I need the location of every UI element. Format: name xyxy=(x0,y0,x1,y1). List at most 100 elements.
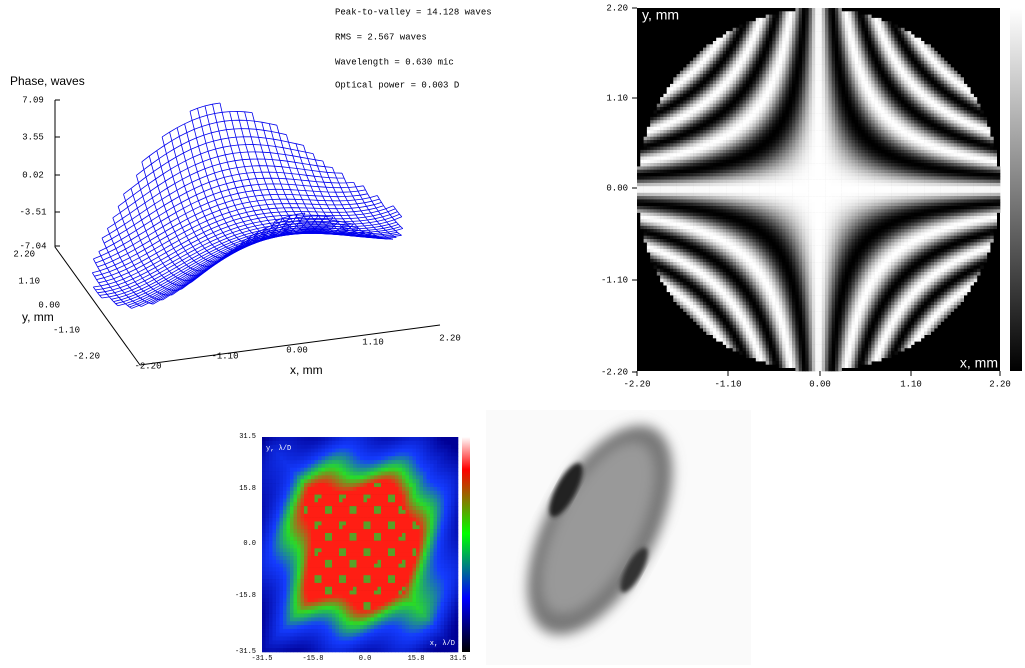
fringe-cell xyxy=(769,17,773,22)
fringe-cell xyxy=(821,17,826,22)
fringe-cell xyxy=(716,146,720,151)
fringe-cell xyxy=(785,357,790,362)
fringe-cell xyxy=(805,159,809,164)
fringe-cell xyxy=(650,123,654,128)
fringe-cell xyxy=(689,140,694,144)
fringe-cell xyxy=(646,136,651,141)
fringe-cell xyxy=(689,225,694,230)
fringe-cell xyxy=(729,331,733,335)
fringe-cell xyxy=(785,87,790,91)
fringe-cell xyxy=(716,182,720,187)
fringe-cell xyxy=(805,196,809,200)
fringe-cell xyxy=(811,229,816,233)
fringe-cell xyxy=(643,173,648,177)
wireframe-line xyxy=(219,102,306,237)
fringe-cell xyxy=(706,123,710,128)
fringe-cell xyxy=(798,318,803,322)
fringe-cell xyxy=(782,252,786,256)
fringe-cell xyxy=(670,199,674,203)
fringe-cell xyxy=(703,189,707,194)
fringe-cell xyxy=(739,219,743,223)
fringe-cell xyxy=(673,199,677,203)
fringe-cell xyxy=(699,239,704,243)
fringe-cell xyxy=(752,295,757,299)
fringe-cell xyxy=(815,265,819,269)
fringe-cell xyxy=(742,87,747,91)
fringe-cell xyxy=(650,209,654,213)
fringe-cell xyxy=(719,291,724,296)
fringe-cell xyxy=(749,334,753,339)
fringe-cell xyxy=(683,258,687,263)
fringe-cell xyxy=(679,100,684,104)
fringe-cell xyxy=(769,67,773,71)
fringe-cell xyxy=(802,182,806,187)
fringe-cell xyxy=(699,265,704,269)
fringe-cell xyxy=(719,229,724,233)
fringe-cell xyxy=(811,130,816,134)
fringe-cell xyxy=(719,305,724,309)
fringe-cell xyxy=(772,14,776,19)
fringe-cell xyxy=(759,110,763,114)
fringe-cell xyxy=(673,179,677,184)
fringe-cell xyxy=(788,67,793,71)
fringe-cell xyxy=(683,67,687,71)
fringe-cell xyxy=(693,60,697,65)
fringe-cell xyxy=(739,173,743,177)
fringe-cell xyxy=(778,186,783,190)
fringe-cell xyxy=(693,252,697,256)
fringe-cell xyxy=(769,189,773,194)
fringe-cell xyxy=(683,179,687,184)
fringe-cell xyxy=(693,70,697,75)
fringe-cell xyxy=(775,295,780,299)
fringe-cell xyxy=(811,308,816,312)
fringe-cell xyxy=(778,107,783,111)
fringe-cell xyxy=(795,77,799,81)
fringe-cell xyxy=(712,331,717,335)
fringe-cell xyxy=(818,47,823,52)
fringe-cell xyxy=(732,275,737,279)
fringe-cell xyxy=(673,239,677,243)
fringe-cell xyxy=(703,136,707,141)
fringe-cell xyxy=(785,17,790,22)
fringe-cell xyxy=(782,17,786,22)
fringe-cell xyxy=(666,268,671,273)
fringe-cell xyxy=(686,196,691,200)
fringe-cell xyxy=(802,225,806,230)
fringe-cell xyxy=(660,116,664,121)
fringe-cell xyxy=(785,146,790,151)
fringe-cell xyxy=(742,107,747,111)
fringe-cell xyxy=(646,219,651,223)
fringe-cell xyxy=(696,159,700,164)
fringe-cell xyxy=(716,298,720,302)
fringe-cell xyxy=(646,222,651,227)
fringe-cell xyxy=(660,272,664,276)
fringe-cell xyxy=(795,225,799,230)
fringe-cell xyxy=(785,143,790,147)
fringe-cell xyxy=(742,159,747,164)
fringe-cell xyxy=(699,288,704,293)
fringe-cell xyxy=(650,252,654,256)
fringe-cell xyxy=(673,146,677,151)
fringe-cell xyxy=(802,321,806,326)
fringe-cell xyxy=(712,179,717,184)
fringe-cell xyxy=(788,272,793,276)
fringe-cell xyxy=(811,232,816,236)
fringe-cell xyxy=(699,305,704,309)
fringe-cell xyxy=(755,87,760,91)
fringe-cell xyxy=(742,93,747,98)
fringe-cell xyxy=(782,291,786,296)
fringe-cell xyxy=(736,93,740,98)
fringe-cell xyxy=(805,189,809,194)
fringe-cell xyxy=(745,31,750,35)
fringe-cell xyxy=(745,100,750,104)
fringe-cell xyxy=(670,110,674,114)
fringe-cell xyxy=(815,54,819,58)
fringe-cell xyxy=(699,143,704,147)
fringe-cell xyxy=(775,255,780,260)
fringe-cell xyxy=(689,153,694,157)
fringe-cell xyxy=(775,169,780,174)
fringe-cell xyxy=(759,163,763,167)
fringe-cell xyxy=(769,182,773,187)
fringe-cell xyxy=(802,163,806,167)
fringe-cell xyxy=(660,153,664,157)
